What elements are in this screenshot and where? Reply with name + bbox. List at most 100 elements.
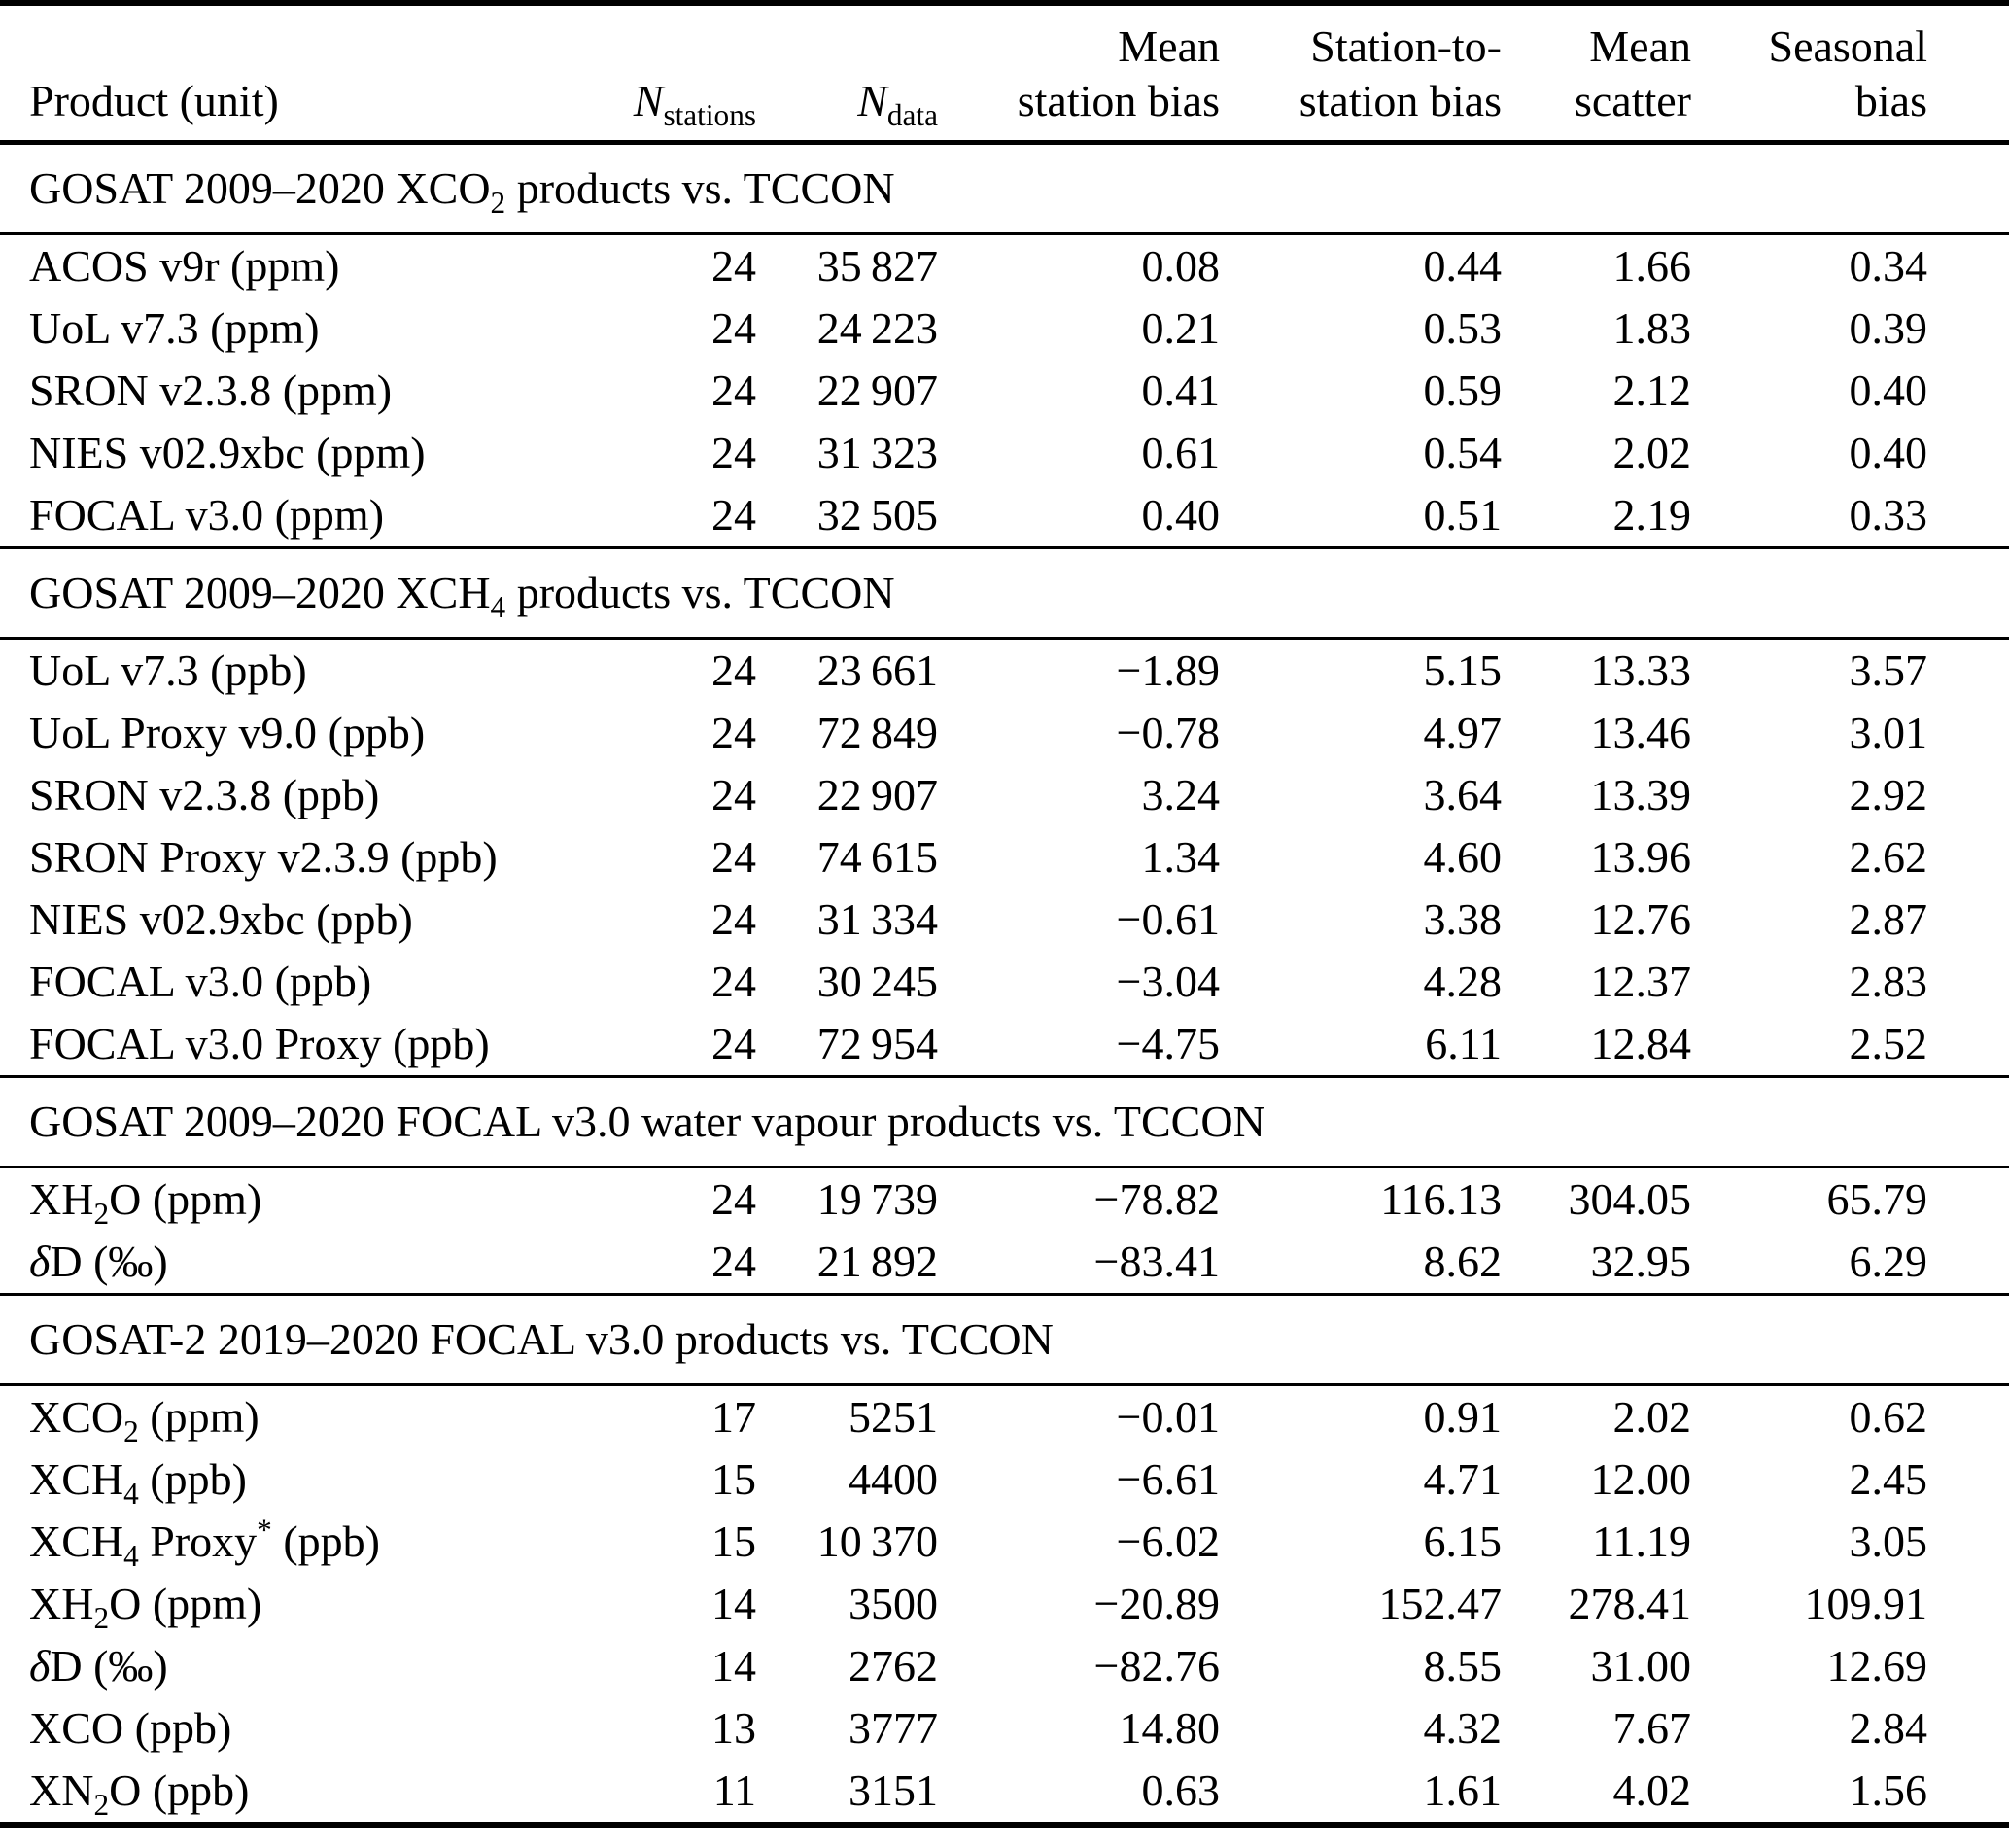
value-cell: 72 849 bbox=[816, 708, 938, 757]
value-cell: 12.37 bbox=[1590, 957, 1692, 1006]
value-cell: 0.33 bbox=[1849, 490, 1928, 540]
value-cell: 15 bbox=[711, 1517, 756, 1566]
value-cell: 24 223 bbox=[816, 303, 938, 353]
value-cell: 0.59 bbox=[1423, 366, 1503, 415]
section-title-row: GOSAT 2009–2020 XCO2 products vs. TCCON bbox=[0, 141, 2009, 235]
table-row: NIES v02.9xbc (ppm) 24 31 323 0.61 0.54 2.02 0… bbox=[0, 422, 2009, 484]
value-cell: 12.76 bbox=[1590, 894, 1692, 944]
value-cell: 24 bbox=[711, 490, 756, 540]
table-row: δD (‰) 14 2762 −82.76 8.55 31.00 12.69 bbox=[0, 1635, 2009, 1697]
value-cell: −3.04 bbox=[1116, 957, 1220, 1006]
value-cell: 4400 bbox=[849, 1454, 938, 1504]
value-cell: −82.76 bbox=[1093, 1641, 1220, 1691]
column-header-station-to-station-bias: Station-to- station bias bbox=[1220, 3, 1502, 145]
value-cell: 19 739 bbox=[816, 1174, 938, 1224]
value-cell: 13.46 bbox=[1590, 708, 1692, 757]
value-cell: 10 370 bbox=[816, 1517, 938, 1566]
value-cell: 3.24 bbox=[1141, 770, 1221, 819]
value-cell: 2.84 bbox=[1849, 1703, 1928, 1753]
table-row: XN2O (ppb) 11 3151 0.63 1.61 4.02 1.56 bbox=[0, 1760, 2009, 1825]
value-cell: 32 505 bbox=[816, 490, 938, 540]
table-row: UoL Proxy v9.0 (ppb) 24 72 849 −0.78 4.97 13.… bbox=[0, 702, 2009, 764]
table-row: δD (‰) 24 21 892 −83.41 8.62 32.95 6.29 bbox=[0, 1231, 2009, 1295]
product-cell: UoL v7.3 (ppb) bbox=[29, 645, 307, 695]
value-cell: 1.56 bbox=[1849, 1765, 1928, 1815]
column-header-seasonal-bias: Seasonal bias bbox=[1691, 3, 2009, 145]
product-cell: XCH4 (ppb) bbox=[29, 1454, 247, 1512]
product-cell: δD (‰) bbox=[29, 1237, 168, 1286]
table-row: FOCAL v3.0 (ppb) 24 30 245 −3.04 4.28 12.37 2.… bbox=[0, 951, 2009, 1013]
product-cell: SRON Proxy v2.3.9 (ppb) bbox=[29, 832, 498, 882]
value-cell: 0.62 bbox=[1849, 1392, 1928, 1442]
value-cell: 13.39 bbox=[1590, 770, 1692, 819]
value-cell: 2.62 bbox=[1849, 832, 1928, 882]
value-cell: 0.39 bbox=[1849, 303, 1928, 353]
value-cell: 24 bbox=[711, 428, 756, 477]
value-cell: 3.38 bbox=[1423, 894, 1503, 944]
table-row: FOCAL v3.0 (ppm) 24 32 505 0.40 0.51 2.19 0.33 bbox=[0, 484, 2009, 548]
product-cell: NIES v02.9xbc (ppm) bbox=[29, 428, 426, 477]
value-cell: 74 615 bbox=[816, 832, 938, 882]
value-cell: 1.34 bbox=[1141, 832, 1221, 882]
product-cell: FOCAL v3.0 (ppm) bbox=[29, 490, 385, 540]
value-cell: 304.05 bbox=[1568, 1174, 1692, 1224]
column-header-mean-station-bias: Mean station bias bbox=[938, 3, 1220, 145]
value-cell: 32.95 bbox=[1590, 1237, 1692, 1286]
value-cell: 109.91 bbox=[1804, 1579, 1928, 1628]
table-row: XCH4 (ppb) 15 4400 −6.61 4.71 12.00 2.45 bbox=[0, 1448, 2009, 1511]
value-cell: 1.83 bbox=[1612, 303, 1692, 353]
product-cell: XH2O (ppm) bbox=[29, 1579, 262, 1636]
value-cell: 0.51 bbox=[1423, 490, 1503, 540]
value-cell: 0.40 bbox=[1141, 490, 1221, 540]
value-cell: 22 907 bbox=[816, 770, 938, 819]
value-cell: 14 bbox=[711, 1641, 756, 1691]
value-cell: 4.97 bbox=[1423, 708, 1503, 757]
value-cell: 6.29 bbox=[1849, 1237, 1928, 1286]
table-head: Product (unit) Nstations Ndata Mean stat… bbox=[0, 3, 2009, 145]
value-cell: 3.05 bbox=[1849, 1517, 1928, 1566]
value-cell: −0.01 bbox=[1116, 1392, 1220, 1442]
value-cell: 2.02 bbox=[1612, 428, 1692, 477]
value-cell: −1.89 bbox=[1116, 645, 1220, 695]
product-cell: XH2O (ppm) bbox=[29, 1174, 262, 1232]
value-cell: 24 bbox=[711, 957, 756, 1006]
table-row: UoL v7.3 (ppm) 24 24 223 0.21 0.53 1.83 0.39 bbox=[0, 297, 2009, 360]
value-cell: 278.41 bbox=[1568, 1579, 1692, 1628]
product-cell: XN2O (ppb) bbox=[29, 1765, 250, 1823]
section-title-row: GOSAT 2009–2020 XCH4 products vs. TCCON bbox=[0, 546, 2009, 640]
section-title: GOSAT 2009–2020 XCH4 products vs. TCCON bbox=[0, 546, 2009, 640]
value-cell: 1.66 bbox=[1612, 241, 1692, 291]
table-row: SRON Proxy v2.3.9 (ppb) 24 74 615 1.34 4.60 1… bbox=[0, 826, 2009, 889]
value-cell: 14.80 bbox=[1119, 1703, 1221, 1753]
value-cell: 3151 bbox=[849, 1765, 938, 1815]
table-body: GOSAT 2009–2020 XCO2 products vs. TCCON A… bbox=[0, 141, 2009, 1826]
table-row: XH2O (ppm) 24 19 739 −78.82 116.13 304.05 65.7… bbox=[0, 1168, 2009, 1232]
product-cell: NIES v02.9xbc (ppb) bbox=[29, 894, 413, 944]
value-cell: 3.64 bbox=[1423, 770, 1503, 819]
value-cell: 65.79 bbox=[1826, 1174, 1928, 1224]
section-title: GOSAT 2009–2020 XCO2 products vs. TCCON bbox=[0, 141, 2009, 235]
value-cell: 35 827 bbox=[816, 241, 938, 291]
value-cell: 0.08 bbox=[1141, 241, 1221, 291]
value-cell: 0.53 bbox=[1423, 303, 1503, 353]
value-cell: 24 bbox=[711, 708, 756, 757]
value-cell: 11.19 bbox=[1592, 1517, 1691, 1566]
value-cell: −20.89 bbox=[1093, 1579, 1220, 1628]
value-cell: −78.82 bbox=[1093, 1174, 1220, 1224]
value-cell: 6.15 bbox=[1423, 1517, 1503, 1566]
value-cell: 24 bbox=[711, 645, 756, 695]
value-cell: −6.61 bbox=[1116, 1454, 1220, 1504]
value-cell: 7.67 bbox=[1612, 1703, 1692, 1753]
value-cell: 14 bbox=[711, 1579, 756, 1628]
value-cell: 24 bbox=[711, 770, 756, 819]
value-cell: 72 954 bbox=[816, 1019, 938, 1068]
value-cell: 24 bbox=[711, 832, 756, 882]
value-cell: 0.44 bbox=[1423, 241, 1503, 291]
value-cell: 8.55 bbox=[1423, 1641, 1503, 1691]
product-cell: XCO2 (ppm) bbox=[29, 1392, 260, 1449]
value-cell: 24 bbox=[711, 1019, 756, 1068]
value-cell: 2.12 bbox=[1612, 366, 1692, 415]
value-cell: 6.11 bbox=[1425, 1019, 1502, 1068]
value-cell: 2.52 bbox=[1849, 1019, 1928, 1068]
